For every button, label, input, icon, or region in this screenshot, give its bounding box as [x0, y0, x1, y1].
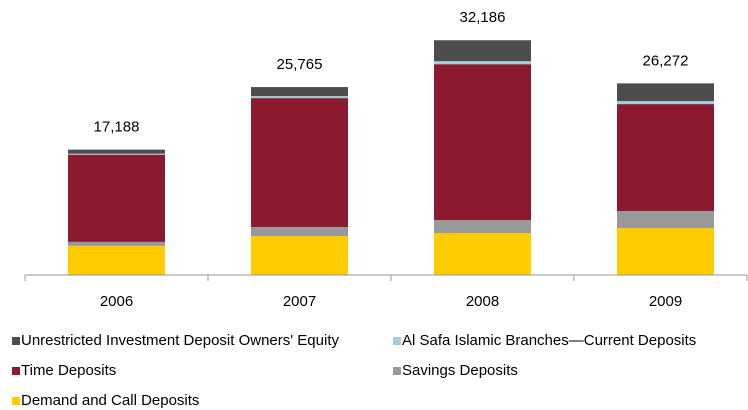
bar-segment: [434, 64, 531, 221]
legend-swatch: [12, 397, 20, 405]
bar-segment: [68, 149, 165, 154]
x-tick-label: 2008: [466, 293, 499, 310]
bar-segment: [434, 220, 531, 234]
legend-swatch: [393, 337, 401, 345]
bar-segment: [617, 211, 714, 229]
total-label: 25,765: [277, 56, 323, 73]
bar-segment: [617, 101, 714, 105]
total-label: 26,272: [643, 52, 689, 69]
bar-segment: [617, 228, 714, 275]
bar-segment: [68, 245, 165, 275]
total-label: 32,186: [460, 9, 506, 26]
bar-segment: [434, 40, 531, 62]
bar-segment: [68, 241, 165, 246]
bar-segment: [68, 154, 165, 242]
bar-segment: [251, 87, 348, 97]
bar-segment: [617, 104, 714, 212]
bar-segment: [434, 61, 531, 65]
legend-swatch: [12, 337, 20, 345]
bar-segment: [617, 83, 714, 102]
legend-swatch: [393, 367, 401, 375]
bar-segment: [251, 236, 348, 275]
x-tick-label: 2007: [283, 293, 316, 310]
legend-label: Demand and Call Deposits: [21, 392, 199, 409]
x-tick-label: 2009: [649, 293, 682, 310]
legend-label: Savings Deposits: [402, 362, 518, 379]
bar-segment: [251, 98, 348, 228]
total-label: 17,188: [94, 119, 140, 136]
legend-label: Unrestricted Investment Deposit Owners' …: [21, 332, 339, 349]
bar-segment: [434, 233, 531, 275]
bar-segment: [68, 153, 165, 155]
bar-segment: [251, 96, 348, 99]
x-tick-label: 2006: [100, 293, 133, 310]
legend-swatch: [12, 367, 20, 375]
bar-segment: [251, 227, 348, 237]
legend-label: Al Safa Islamic Branches—Current Deposit…: [402, 332, 696, 349]
legend-label: Time Deposits: [21, 362, 116, 379]
